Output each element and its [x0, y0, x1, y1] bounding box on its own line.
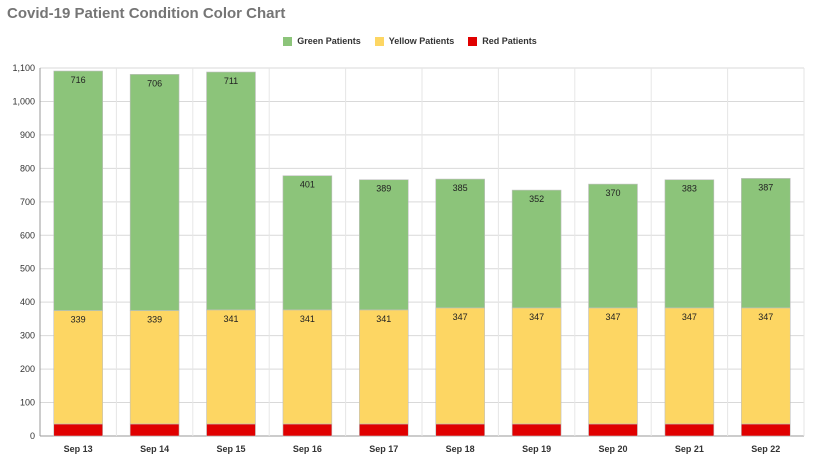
bar-segment-yellow-patients — [206, 309, 256, 425]
bar-segment-green-patients — [741, 178, 791, 309]
bar-segment-yellow-patients — [129, 310, 180, 425]
data-label: 389 — [376, 184, 391, 194]
x-tick-label: Sep 22 — [751, 444, 780, 454]
y-tick-label: 800 — [20, 163, 35, 173]
legend-label-red: Red Patients — [482, 36, 537, 46]
bar-segment-yellow-patients — [511, 307, 562, 425]
bar-segment-red-patients — [206, 423, 256, 437]
y-tick-label: 500 — [20, 264, 35, 274]
legend-label-green: Green Patients — [297, 36, 361, 46]
bar-segment-red-patients — [664, 423, 715, 437]
data-label: 383 — [682, 184, 697, 194]
data-label: 339 — [147, 315, 162, 325]
bar-segment-red-patients — [511, 423, 562, 437]
legend: Green Patients Yellow Patients Red Patie… — [0, 36, 820, 46]
data-label: 706 — [147, 78, 162, 88]
y-tick-label: 200 — [20, 364, 35, 374]
bar-segment-green-patients — [664, 179, 715, 309]
bar-segment-green-patients — [435, 178, 485, 309]
y-tick-label: 600 — [20, 230, 35, 240]
bar-segment-green-patients — [129, 74, 180, 311]
y-tick-label: 900 — [20, 130, 35, 140]
legend-item-yellow: Yellow Patients — [374, 36, 455, 46]
data-label: 347 — [682, 312, 697, 322]
x-tick-label: Sep 13 — [64, 444, 93, 454]
bar-segment-yellow-patients — [359, 309, 409, 425]
bar-segment-yellow-patients — [664, 307, 715, 425]
x-tick-label: Sep 19 — [522, 444, 551, 454]
legend-item-red: Red Patients — [468, 36, 537, 46]
x-tick-label: Sep 15 — [216, 444, 245, 454]
y-tick-label: 1,000 — [12, 96, 35, 106]
bar-segment-green-patients — [206, 71, 256, 311]
x-tick-label: Sep 16 — [293, 444, 322, 454]
y-tick-label: 1,100 — [12, 63, 35, 73]
legend-swatch-yellow — [374, 36, 384, 46]
bar-segment-red-patients — [282, 423, 333, 437]
bar-segment-green-patients — [588, 183, 638, 309]
bar-segment-red-patients — [741, 423, 791, 437]
y-tick-label: 0 — [30, 431, 35, 441]
bar-segment-yellow-patients — [435, 307, 485, 425]
x-tick-label: Sep 17 — [369, 444, 398, 454]
y-tick-label: 300 — [20, 331, 35, 341]
data-label: 352 — [529, 194, 544, 204]
y-tick-label: 700 — [20, 197, 35, 207]
data-label: 341 — [300, 314, 315, 324]
bar-segment-yellow-patients — [282, 309, 333, 425]
data-label: 347 — [453, 312, 468, 322]
data-label: 347 — [605, 312, 620, 322]
chart-title: Covid-19 Patient Condition Color Chart — [7, 5, 286, 22]
bar-segment-red-patients — [359, 423, 409, 437]
data-label: 370 — [605, 188, 620, 198]
x-tick-label: Sep 18 — [446, 444, 475, 454]
bar-segment-yellow-patients — [741, 307, 791, 425]
bar-segment-green-patients — [53, 70, 103, 311]
legend-swatch-red — [468, 36, 478, 46]
bar-segment-red-patients — [588, 423, 638, 437]
data-label: 347 — [529, 312, 544, 322]
data-label: 401 — [300, 180, 315, 190]
bar-segment-red-patients — [53, 423, 103, 437]
bar-segment-yellow-patients — [588, 307, 638, 425]
x-tick-label: Sep 20 — [598, 444, 627, 454]
x-tick-label: Sep 21 — [675, 444, 704, 454]
data-label: 347 — [758, 312, 773, 322]
legend-label-yellow: Yellow Patients — [388, 36, 455, 46]
data-label: 385 — [453, 183, 468, 193]
bar-segment-green-patients — [359, 179, 409, 311]
legend-swatch-green — [283, 36, 293, 46]
bar-segment-red-patients — [435, 423, 485, 437]
bar-segment-yellow-patients — [53, 310, 103, 425]
y-tick-label: 400 — [20, 297, 35, 307]
data-label: 387 — [758, 182, 773, 192]
bar-segment-red-patients — [129, 423, 180, 437]
bar-segment-green-patients — [511, 189, 562, 309]
bar-segment-green-patients — [282, 175, 333, 311]
y-tick-label: 100 — [20, 398, 35, 408]
data-label: 711 — [224, 76, 238, 86]
x-tick-label: Sep 14 — [140, 444, 169, 454]
data-label: 341 — [223, 314, 238, 324]
legend-item-green: Green Patients — [283, 36, 361, 46]
data-label: 341 — [376, 314, 391, 324]
data-label: 339 — [71, 315, 86, 325]
data-label: 716 — [71, 75, 86, 85]
